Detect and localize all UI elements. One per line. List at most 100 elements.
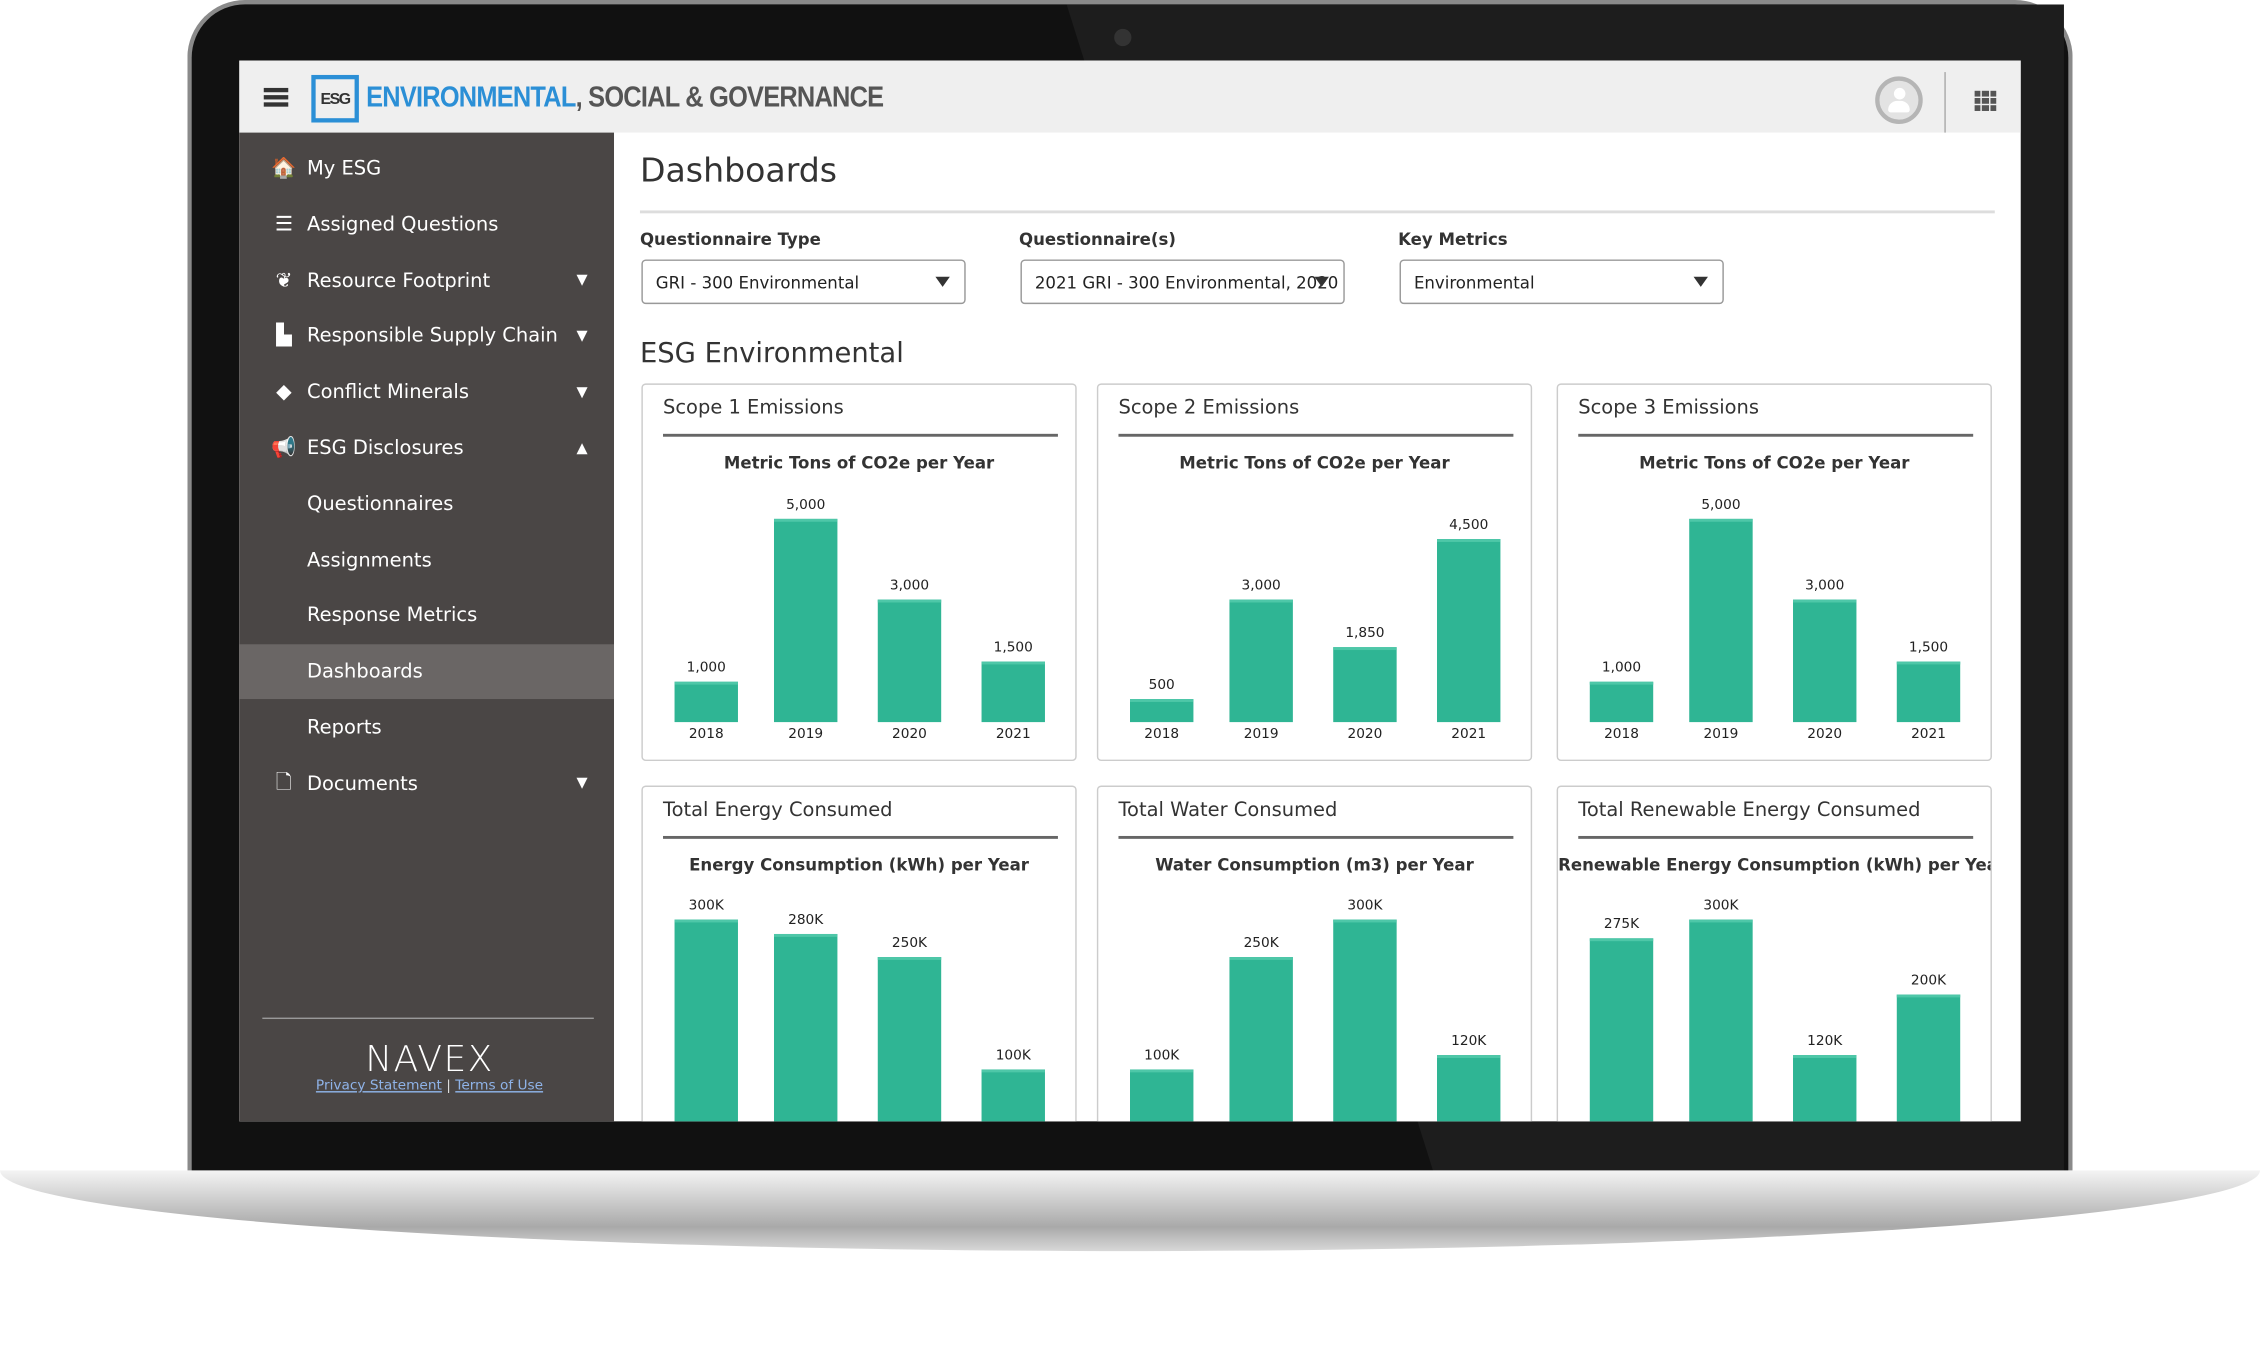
sidebar-item-dashboards[interactable]: Dashboards xyxy=(239,644,615,700)
sidebar-item-resource-footprint[interactable]: ❦ Resource Footprint ▼ xyxy=(239,253,614,308)
sidebar-item-label: Documents xyxy=(307,772,418,796)
sidebar-item-label: Assigned Questions xyxy=(307,213,499,237)
sidebar-icon: ▙ xyxy=(276,324,292,348)
chart-title: Metric Tons of CO2e per Year xyxy=(1639,452,1910,473)
card-title: Total Renewable Energy Consumed xyxy=(1578,798,1921,822)
chart-title: Metric Tons of CO2e per Year xyxy=(723,452,995,473)
bar[interactable] xyxy=(1437,1054,1501,1122)
bar[interactable] xyxy=(674,681,738,723)
sidebar-item-assigned-questions[interactable]: ☰ Assigned Questions xyxy=(239,197,614,252)
bar[interactable] xyxy=(1437,539,1501,723)
x-tick-label: 2019 xyxy=(788,726,824,743)
card-title-rule xyxy=(1578,835,1974,839)
sidebar-item-my-esg[interactable]: 🏠 My ESG xyxy=(239,141,614,196)
chart-card: Scope 3 Emissions Metric Tons of CO2e per… xyxy=(1556,383,1992,762)
bar[interactable] xyxy=(1689,919,1753,1122)
x-tick-label: 2020 xyxy=(1807,726,1843,743)
apps-grid-icon[interactable] xyxy=(1974,90,1997,111)
chevron-down-icon[interactable]: ▼ xyxy=(576,328,588,345)
questionnaires-label: Questionnaire(s) xyxy=(1019,229,1176,250)
card-title-rule xyxy=(1578,433,1974,437)
sidebar-item-label: Dashboards xyxy=(307,660,423,684)
bar-value-label: 275K xyxy=(1603,916,1640,933)
bar[interactable] xyxy=(773,518,838,723)
menu-icon[interactable] xyxy=(263,87,289,107)
x-tick-label: 2018 xyxy=(1144,726,1180,743)
sidebar-item-questionnaires[interactable]: Questionnaires xyxy=(239,477,614,532)
chart-card: Total Water Consumed Water Consumption (m… xyxy=(1096,785,1533,1122)
sidebar-item-responsible-supply-chain[interactable]: ▙ Responsible Supply Chain ▼ xyxy=(239,309,614,364)
bar[interactable] xyxy=(1689,518,1753,723)
bar-value-label: 120K xyxy=(1451,1032,1487,1049)
app-title-accent: ENVIRONMENTAL xyxy=(366,82,576,114)
questionnaire-type-select[interactable]: GRI - 300 Environmental xyxy=(641,259,966,305)
sidebar-item-label: ESG Disclosures xyxy=(307,436,464,460)
section-title: ESG Environmental xyxy=(639,337,904,369)
bar[interactable] xyxy=(1896,661,1961,723)
sidebar-icon: ◆ xyxy=(276,380,292,404)
bar[interactable] xyxy=(1130,699,1194,723)
sidebar-item-conflict-minerals[interactable]: ◆ Conflict Minerals ▼ xyxy=(239,365,614,420)
terms-link[interactable]: Terms of Use xyxy=(455,1078,544,1094)
x-tick-label: 2021 xyxy=(1911,726,1946,743)
bar[interactable] xyxy=(1896,994,1961,1122)
questionnaires-select[interactable]: 2021 GRI - 300 Environmental, 2020 xyxy=(1020,259,1345,305)
sidebar-item-reports[interactable]: Reports xyxy=(239,700,614,755)
user-avatar-icon[interactable] xyxy=(1875,76,1923,124)
bar[interactable] xyxy=(1793,1054,1857,1122)
bar[interactable] xyxy=(1229,600,1293,723)
bar[interactable] xyxy=(981,661,1045,723)
card-title: Total Water Consumed xyxy=(1118,798,1338,822)
bar-value-label: 1,000 xyxy=(1601,659,1642,676)
card-title-rule xyxy=(1118,835,1514,839)
bar[interactable] xyxy=(1589,938,1654,1122)
bar-value-label: 1,850 xyxy=(1345,625,1385,642)
bar-value-label: 300K xyxy=(688,897,724,914)
bar[interactable] xyxy=(674,919,738,1122)
sidebar-item-label: Resource Footprint xyxy=(307,268,491,293)
bar[interactable] xyxy=(1333,919,1397,1122)
bar[interactable] xyxy=(877,600,942,723)
x-tick-label: 2019 xyxy=(1243,726,1279,743)
x-tick-label: 2020 xyxy=(1347,726,1383,743)
chart-card: Scope 2 Emissions Metric Tons of CO2e per… xyxy=(1096,383,1533,762)
questionnaire-type-label: Questionnaire Type xyxy=(639,229,821,250)
sidebar-item-documents[interactable]: 🗋 Documents ▼ xyxy=(239,756,614,811)
bar[interactable] xyxy=(1229,957,1293,1122)
key-metrics-select[interactable]: Environmental xyxy=(1399,259,1724,305)
chart-title: Renewable Energy Consumption (kWh) per Y… xyxy=(1558,854,1992,875)
bar[interactable] xyxy=(1333,646,1397,723)
card-title: Scope 2 Emissions xyxy=(1118,396,1300,420)
bar[interactable] xyxy=(1589,681,1654,723)
sidebar-icon: ☰ xyxy=(274,213,293,237)
chevron-down-icon[interactable]: ▼ xyxy=(576,384,588,401)
card-title-rule xyxy=(1118,433,1514,437)
bar-value-label: 300K xyxy=(1347,897,1383,914)
bar-value-label: 250K xyxy=(891,935,928,952)
bar[interactable] xyxy=(1793,600,1857,723)
camera xyxy=(1114,28,1132,47)
bar[interactable] xyxy=(877,957,942,1122)
chart-card: Total Renewable Energy Consumed Renewable… xyxy=(1556,785,1992,1122)
privacy-link[interactable]: Privacy Statement xyxy=(315,1078,442,1094)
chevron-down-icon[interactable]: ▼ xyxy=(576,775,588,792)
sidebar: NAVEX Privacy Statement | Terms of Use 🏠… xyxy=(239,132,615,1122)
sidebar-item-label: Responsible Supply Chain xyxy=(307,324,558,348)
sidebar-item-label: Conflict Minerals xyxy=(307,380,469,404)
sidebar-item-assignments[interactable]: Assignments xyxy=(239,533,614,588)
chevron-down-icon[interactable]: ▼ xyxy=(576,272,588,289)
bar-value-label: 4,500 xyxy=(1449,517,1489,534)
bar-value-label: 120K xyxy=(1807,1032,1843,1049)
sidebar-item-response-metrics[interactable]: Response Metrics xyxy=(239,589,614,644)
sidebar-icon: 📢 xyxy=(271,436,297,460)
chevron-up-icon[interactable]: ▲ xyxy=(576,440,588,457)
sidebar-icon: 🗋 xyxy=(275,770,293,794)
bar[interactable] xyxy=(981,1069,1045,1122)
bar[interactable] xyxy=(773,934,838,1122)
bar-value-label: 250K xyxy=(1243,935,1279,952)
sidebar-item-label: Assignments xyxy=(307,548,432,572)
sidebar-item-esg-disclosures[interactable]: 📢 ESG Disclosures ▲ xyxy=(239,421,614,476)
x-tick-label: 2020 xyxy=(892,726,927,743)
bar[interactable] xyxy=(1130,1069,1194,1122)
bar-value-label: 500 xyxy=(1148,677,1175,694)
